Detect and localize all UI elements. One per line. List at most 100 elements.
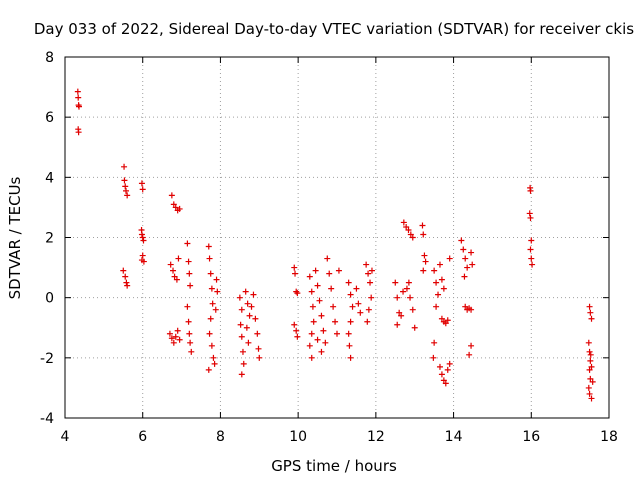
data-point-marker	[407, 294, 414, 301]
data-point-marker	[250, 291, 257, 298]
y-tick-label: 4	[45, 170, 54, 186]
data-point-marker	[446, 255, 453, 262]
data-point-marker	[421, 252, 428, 259]
data-point-marker	[75, 103, 82, 110]
x-tick-label: 8	[216, 429, 225, 445]
data-point-marker	[527, 214, 534, 221]
axes: 4 6 8 10 12 14 16 18 -4 -2 0 2 4 6 8	[40, 50, 618, 445]
data-point-marker	[328, 285, 335, 292]
data-point-marker	[420, 267, 427, 274]
data-point-marker	[75, 94, 82, 101]
data-point-marker	[309, 303, 316, 310]
data-point-marker	[213, 276, 220, 283]
data-point-marker	[367, 279, 374, 286]
data-point-marker	[208, 285, 215, 292]
data-point-marker	[353, 285, 360, 292]
y-tick-label: 8	[45, 50, 54, 66]
data-point-marker	[468, 306, 475, 313]
y-tick-label: -4	[40, 411, 54, 427]
y-axis-label: SDTVAR / TECUs	[6, 176, 24, 299]
data-point-marker	[433, 303, 440, 310]
data-point-marker	[442, 320, 449, 327]
data-point-marker	[214, 288, 221, 295]
data-point-marker	[238, 371, 245, 378]
data-point-marker	[171, 273, 178, 280]
data-point-marker	[139, 234, 146, 241]
data-point-marker	[306, 342, 313, 349]
data-point-marker	[364, 318, 371, 325]
data-point-marker	[139, 186, 146, 193]
data-point-marker	[411, 324, 418, 331]
data-point-marker	[205, 243, 212, 250]
data-point-marker	[138, 180, 145, 187]
data-point-marker	[170, 201, 177, 208]
data-point-marker	[394, 294, 401, 301]
data-point-marker	[212, 306, 219, 313]
data-point-marker	[403, 223, 410, 230]
data-point-marker	[347, 318, 354, 325]
data-point-marker	[138, 231, 145, 238]
data-point-marker	[440, 377, 447, 384]
data-point-marker	[357, 309, 364, 316]
data-point-marker	[589, 378, 596, 385]
data-point-marker	[205, 366, 212, 373]
data-point-marker	[365, 306, 372, 313]
plot-frame	[64, 56, 610, 419]
data-point-marker	[252, 315, 259, 322]
data-point-marker	[211, 360, 218, 367]
data-point-marker	[396, 309, 403, 316]
data-point-marker	[468, 342, 475, 349]
data-point-marker	[318, 348, 325, 355]
data-point-marker	[293, 327, 300, 334]
data-point-marker	[588, 395, 595, 402]
data-point-marker	[256, 354, 263, 361]
data-point-marker	[440, 285, 447, 292]
data-point-marker	[188, 348, 195, 355]
data-point-marker	[239, 348, 246, 355]
data-point-marker	[588, 363, 595, 370]
data-point-marker	[464, 264, 471, 271]
data-point-marker	[187, 339, 194, 346]
data-point-marker	[291, 321, 298, 328]
data-point-marker	[587, 309, 594, 316]
data-point-marker	[368, 294, 375, 301]
data-point-marker	[398, 312, 405, 319]
data-point-marker	[254, 330, 261, 337]
data-point-marker	[243, 324, 250, 331]
data-point-marker	[422, 258, 429, 265]
data-point-marker	[405, 226, 412, 233]
data-point-marker	[587, 351, 594, 358]
data-point-marker	[74, 88, 81, 95]
data-point-marker	[186, 330, 193, 337]
data-point-marker	[322, 339, 329, 346]
data-point-marker	[446, 360, 453, 367]
data-point-marker	[123, 187, 130, 194]
data-point-marker	[466, 351, 473, 358]
data-point-marker	[330, 303, 337, 310]
data-point-marker	[407, 231, 414, 238]
data-point-marker	[236, 294, 243, 301]
data-point-marker	[139, 252, 146, 259]
data-point-marker	[355, 300, 362, 307]
data-point-marker	[238, 333, 245, 340]
data-point-marker	[170, 267, 177, 274]
data-point-marker	[346, 342, 353, 349]
data-point-marker	[174, 327, 181, 334]
data-point-marker	[405, 279, 412, 286]
data-point-marker	[314, 336, 321, 343]
data-point-marker	[528, 255, 535, 262]
data-point-marker	[140, 258, 147, 265]
data-point-marker	[365, 270, 372, 277]
data-point-marker	[585, 339, 592, 346]
data-point-marker	[292, 270, 299, 277]
x-tick-label: 16	[522, 429, 540, 445]
data-point-marker	[347, 354, 354, 361]
x-tick-label: 12	[367, 429, 385, 445]
data-point-marker	[207, 315, 214, 322]
data-point-marker	[585, 384, 592, 391]
data-point-marker	[586, 303, 593, 310]
data-point-marker	[172, 204, 179, 211]
data-points	[74, 88, 596, 402]
data-point-marker	[184, 303, 191, 310]
